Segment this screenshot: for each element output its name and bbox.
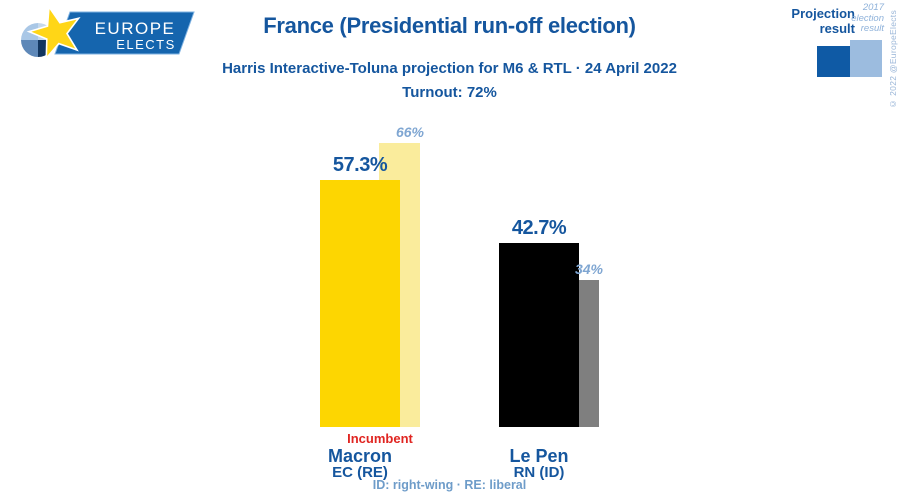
- candidate-party-le-pen: RN (ID): [513, 464, 565, 481]
- legend-projection-swatch: [817, 46, 850, 77]
- candidate-name-le-pen: Le Pen: [509, 446, 569, 466]
- legend-projection-label: Projection result: [791, 6, 855, 36]
- incumbent-tag: Incumbent: [347, 431, 413, 446]
- candidate-party-macron: EC (RE): [332, 464, 388, 481]
- europe-elects-logo: EUROPE ELECTS: [21, 4, 195, 61]
- turnout-label: Turnout: 72%: [402, 84, 497, 101]
- abbreviation-note: ID: right-wing · RE: liberal: [372, 478, 527, 492]
- legend-previous-swatch: [850, 40, 882, 77]
- chart-subtitle: Harris Interactive-Toluna projection for…: [222, 60, 677, 77]
- legend-previous-label: 2017 election result: [851, 2, 884, 34]
- logo-text-europe: EUROPE: [95, 19, 176, 38]
- candidate-name-macron: Macron: [327, 446, 392, 466]
- value-label-le-pen-projection: 42.7%: [511, 217, 567, 239]
- value-label-le-pen-2017: 34%: [574, 261, 604, 277]
- page-title: France (Presidential run-off election): [263, 13, 636, 38]
- copyright-text: © 2022 @EuropeElects: [888, 10, 898, 109]
- bar-le-pen-projection: [499, 243, 579, 427]
- value-label-macron-projection: 57.3%: [332, 154, 388, 176]
- bar-macron-projection: [320, 180, 400, 427]
- value-label-macron-2017: 66%: [395, 124, 425, 140]
- star-icon: [26, 4, 81, 61]
- logo-text-elects: ELECTS: [116, 37, 176, 52]
